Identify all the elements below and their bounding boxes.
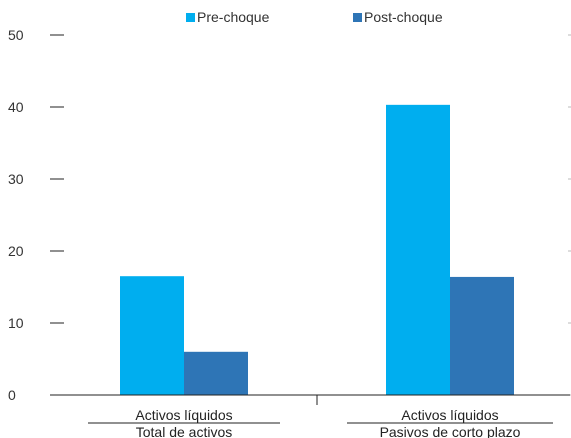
- x-category-numerator: Activos líquidos: [135, 407, 232, 423]
- y-tick-label: 40: [8, 99, 24, 115]
- bar-pre-choque-1: [120, 276, 184, 395]
- y-tick-label: 10: [8, 315, 24, 331]
- x-category-denominator: Pasivos de corto plazo: [380, 424, 521, 438]
- y-tick-label: 50: [8, 27, 24, 43]
- bar-post-choque-2: [450, 276, 514, 395]
- legend-swatch-1: [186, 13, 195, 22]
- y-tick-label: 30: [8, 171, 24, 187]
- y-tick-label: 0: [8, 387, 16, 403]
- legend-label-2: Post-choque: [364, 9, 443, 25]
- x-category-numerator: Activos líquidos: [401, 407, 498, 423]
- bar-post-choque-1: [184, 351, 248, 395]
- bar-pre-choque-2: [386, 104, 450, 395]
- y-tick-label: 20: [8, 243, 24, 259]
- legend-label-1: Pre-choque: [197, 9, 270, 25]
- legend-swatch-2: [353, 13, 362, 22]
- legend: Pre-choque Post-choque: [186, 9, 443, 25]
- bars: [120, 104, 514, 395]
- y-axis: 0 10 20 30 40 50: [8, 27, 571, 403]
- x-category-denominator: Total de activos: [136, 424, 233, 438]
